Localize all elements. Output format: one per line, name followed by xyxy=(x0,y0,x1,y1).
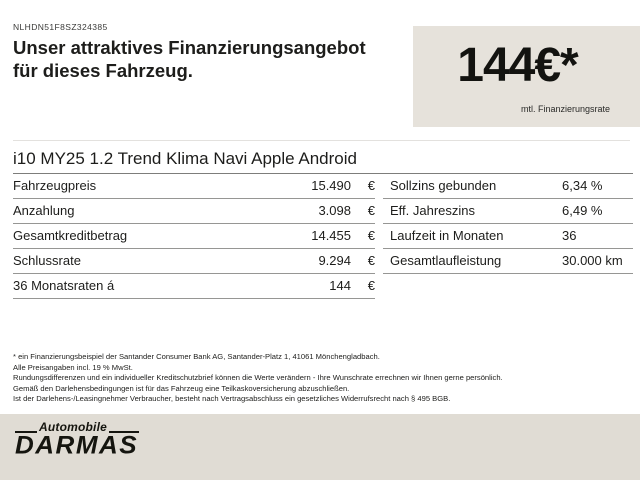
row-unit: € xyxy=(367,178,375,193)
offer-headline-line2: für dieses Fahrzeug. xyxy=(13,60,193,81)
disclaimer-line: Ist der Darlehens-/Leasingnehmer Verbrau… xyxy=(13,394,451,404)
row-label: 36 Monatsraten á xyxy=(13,278,115,293)
row-value: 6,49 % xyxy=(562,203,603,218)
monthly-rate-amount: 144€* xyxy=(457,39,578,92)
row-unit: € xyxy=(367,278,375,293)
row-value: 3.098 xyxy=(318,203,351,218)
disclaimer-line: Rundungsdifferenzen und ein individuelle… xyxy=(13,373,503,383)
logo-line-right xyxy=(109,431,139,433)
table-row-anzahlung: Anzahlung 3.098 € xyxy=(13,198,375,224)
row-value: 30.000 km xyxy=(562,253,623,268)
row-unit: € xyxy=(367,228,375,243)
row-label: Gesamtkreditbetrag xyxy=(13,228,128,243)
disclaimer-line: Gemäß den Darlehensbedingungen ist für d… xyxy=(13,383,350,393)
table-row-laufzeit: Laufzeit in Monaten 36 xyxy=(383,223,633,249)
monthly-rate-caption: mtl. Finanzierungsrate xyxy=(520,104,610,114)
row-value: 9.294 xyxy=(318,253,351,268)
row-value: 36 xyxy=(562,228,577,243)
row-unit: € xyxy=(367,253,375,268)
header-divider xyxy=(13,140,630,141)
row-label: Eff. Jahreszins xyxy=(390,203,476,218)
table-row-gesamtkreditbetrag: Gesamtkreditbetrag 14.455 € xyxy=(13,223,375,249)
disclaimer-text: * ein Finanzierungsbeispiel der Santande… xyxy=(13,352,503,405)
table-row-jahreszins: Eff. Jahreszins 6,49 % xyxy=(383,198,633,224)
table-row-monatsraten: 36 Monatsraten á 144 € xyxy=(13,273,375,299)
disclaimer-line: * ein Finanzierungsbeispiel der Santande… xyxy=(13,352,380,361)
row-label: Anzahlung xyxy=(13,203,75,218)
table-row-schlussrate: Schlussrate 9.294 € xyxy=(13,248,375,274)
row-value: 6,34 % xyxy=(562,178,603,193)
disclaimer-line: Alle Preisangaben incl. 19 % MwSt. xyxy=(13,362,133,372)
offer-headline-line1: Unser attraktives Finanzierungsangebot xyxy=(13,37,366,58)
darmas-logo-automobile: Automobile xyxy=(39,420,107,434)
darmas-logo-top: Automobile xyxy=(15,420,139,434)
logo-line-left xyxy=(15,431,37,433)
table-row-sollzins: Sollzins gebunden 6,34 % xyxy=(383,173,633,199)
table-row-fahrzeugpreis: Fahrzeugpreis 15.490 € xyxy=(13,173,375,199)
table-row-gesamtlaufleistung: Gesamtlaufleistung 30.000 km xyxy=(383,248,633,274)
monthly-rate-box: 144€* mtl. Finanzierungsrate xyxy=(413,26,640,127)
vehicle-vin: NLHDN51F8SZ324385 xyxy=(13,22,108,32)
row-label: Schlussrate xyxy=(13,253,81,268)
row-label: Laufzeit in Monaten xyxy=(390,228,504,243)
row-value: 14.455 xyxy=(311,228,351,243)
row-unit: € xyxy=(367,203,375,218)
row-value: 144 xyxy=(329,278,351,293)
footer-band: Automobile DARMAS Santander Größter Hyun… xyxy=(0,414,640,480)
darmas-logo-name: DARMAS xyxy=(15,430,139,460)
vehicle-title: i10 MY25 1.2 Trend Klima Navi Apple Andr… xyxy=(13,149,357,168)
row-value: 15.490 xyxy=(311,178,351,193)
row-label: Fahrzeugpreis xyxy=(13,178,97,193)
offer-headline: Unser attraktives Finanzierungsangebot f… xyxy=(13,36,366,82)
row-label: Gesamtlaufleistung xyxy=(390,253,502,268)
row-label: Sollzins gebunden xyxy=(390,178,497,193)
title-divider xyxy=(13,173,633,174)
darmas-logo: Automobile DARMAS xyxy=(15,420,139,460)
